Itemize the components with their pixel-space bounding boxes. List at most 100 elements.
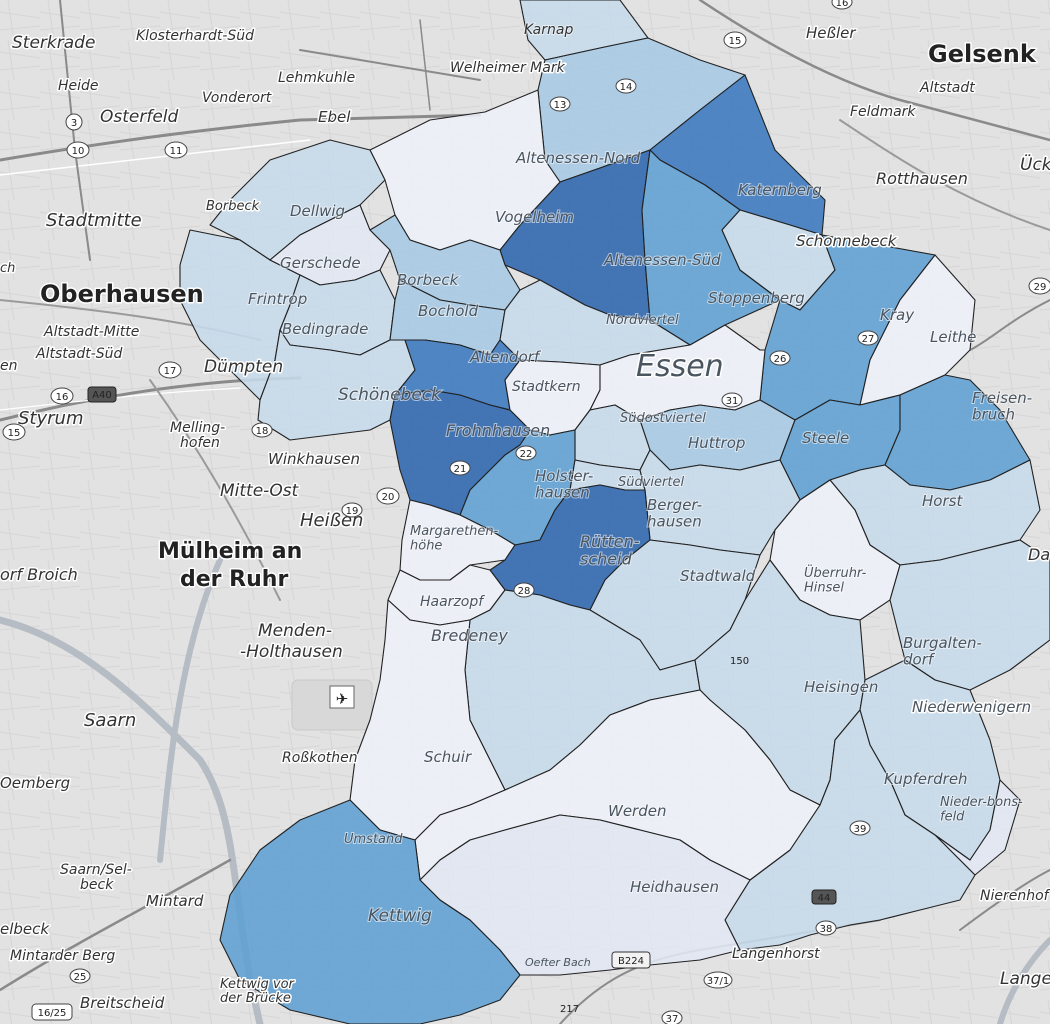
- label-leithe: Leithe: [930, 328, 976, 346]
- svg-text:10: 10: [72, 146, 85, 157]
- label-sterkrade: Sterkrade: [12, 33, 95, 53]
- label-oefter-bach: Oefter Bach: [525, 956, 591, 969]
- label-ueberruhr-line: Hinsel: [804, 580, 844, 595]
- district-burgaltendorf[interactable]: [889, 539, 1050, 691]
- label-mellinghofen-1: Melling-: [170, 420, 225, 436]
- district-bedingrade[interactable]: [279, 269, 396, 356]
- shield-a19: 19: [341, 502, 363, 518]
- shield-a29: 29: [1028, 277, 1050, 295]
- label-freisenbruch-line: Freisen-: [972, 389, 1032, 407]
- label-katernberg: Katernberg: [738, 181, 822, 199]
- label-altstadt-ge: Altstadt: [919, 80, 975, 96]
- label-saarn-selbeck: Saarn/Sel-beck: [60, 862, 132, 893]
- label-heide: Heide: [58, 78, 99, 94]
- shield-a1625: 16/25: [31, 1003, 73, 1021]
- label-mellinghofen-2: hofen: [180, 435, 220, 451]
- label-margarethenhoehe-line: Margarethen-: [410, 524, 499, 539]
- shield-a18: 18: [251, 422, 273, 438]
- label-ch-left: ch: [0, 261, 15, 276]
- label-gelsenkirchen: Gelsenk: [928, 40, 1037, 68]
- label-karnap: Karnap: [524, 22, 573, 38]
- label-saarn-selbeck-2: beck: [80, 877, 114, 893]
- shield-b224: B224: [611, 951, 651, 969]
- svg-text:16: 16: [56, 392, 69, 403]
- label-horst: Horst: [922, 492, 963, 510]
- svg-text:37/1: 37/1: [707, 976, 729, 987]
- shield-a25: 25: [69, 968, 91, 984]
- label-altendorf: Altendorf: [469, 348, 542, 366]
- label-freisenbruch-line: bruch: [972, 406, 1015, 424]
- district-kettwig[interactable]: [219, 799, 521, 1024]
- label-holsterhausen: Holster-hausen: [535, 467, 593, 502]
- label-saarn-selbeck-1: Saarn/Sel-: [60, 862, 132, 878]
- label-gerschede: Gerschede: [280, 254, 361, 272]
- label-kettwig-vor: Kettwig vor der Brücke: [220, 977, 296, 1006]
- svg-text:15: 15: [729, 36, 742, 47]
- label-duempten: Dümpten: [204, 357, 283, 377]
- label-essen: Essen: [636, 349, 724, 384]
- label-oemberg: Oemberg: [0, 774, 70, 792]
- label-da: Da: [1028, 545, 1050, 564]
- svg-text:18: 18: [256, 426, 269, 437]
- label-bergerhausen: Berger-hausen: [647, 496, 702, 531]
- label-welheimer-mark: Welheimer Mark: [450, 60, 566, 76]
- svg-text:14: 14: [620, 82, 633, 93]
- shield-a14: 14: [615, 78, 637, 94]
- shield-a17: 17: [158, 361, 182, 379]
- svg-text:B224: B224: [618, 956, 644, 967]
- airport: ✈: [291, 679, 373, 731]
- label-heisingen: Heisingen: [804, 678, 878, 696]
- district-margarethenhoehe[interactable]: [399, 499, 516, 581]
- label-altstadt-sued: Altstadt-Süd: [35, 346, 123, 362]
- label-stoppenberg: Stoppenberg: [708, 289, 805, 307]
- label-osterfeld: Osterfeld: [100, 107, 179, 127]
- shield-a28: 28: [513, 582, 535, 598]
- label-mintard: Mintard: [146, 892, 204, 910]
- label-stadtkern: Stadtkern: [512, 379, 581, 395]
- airport-icon: ✈: [336, 690, 349, 708]
- shield-a371: 37/1: [703, 971, 733, 989]
- shield-a13: 13: [549, 96, 571, 112]
- label-ruettenscheid-line: Rütten-: [580, 532, 640, 551]
- label-menden-2: -Holthausen: [240, 642, 343, 662]
- svg-text:21: 21: [454, 464, 467, 475]
- label-holsterhausen-line: hausen: [535, 484, 590, 502]
- svg-text:25: 25: [74, 972, 87, 983]
- svg-text:27: 27: [862, 334, 875, 345]
- district-byfang[interactable]: [934, 779, 1021, 876]
- shield-a11: 11: [164, 141, 188, 159]
- label-margarethenhoehe: Margarethen-höhe: [410, 524, 499, 553]
- label-vogelheim: Vogelheim: [495, 208, 574, 226]
- shield-a31: 31: [721, 392, 743, 408]
- label-menden-1: Menden-: [258, 621, 332, 641]
- label-ebel: Ebel: [318, 108, 351, 126]
- label-margarethenhoehe-line: höhe: [410, 538, 442, 553]
- label-muelheim-2: der Ruhr: [180, 567, 288, 592]
- shield-a22: 22: [515, 445, 537, 461]
- label-bedingrade: Bedingrade: [282, 320, 368, 338]
- label-muelheim-1: Mülheim an: [158, 539, 302, 564]
- svg-text:16/25: 16/25: [38, 1008, 67, 1019]
- shield-a39: 39: [849, 820, 871, 836]
- shield-a217: 217: [560, 1004, 579, 1015]
- svg-text:A40: A40: [92, 390, 112, 401]
- shield-a27: 27: [857, 330, 879, 346]
- label-nordviertel: Nordviertel: [606, 313, 679, 328]
- label-bredeney: Bredeney: [431, 626, 508, 645]
- label-saarn: Saarn: [84, 710, 136, 731]
- label-altstadt-mitte: Altstadt-Mitte: [43, 324, 139, 340]
- label-bergerhausen-line: hausen: [647, 513, 702, 531]
- shield-a21: 21: [449, 460, 471, 476]
- shield-a44: 44: [811, 889, 837, 905]
- svg-text:19: 19: [346, 506, 359, 517]
- shield-a15: 15: [723, 31, 747, 49]
- svg-text:11: 11: [170, 146, 183, 157]
- label-borbeck: Borbeck: [397, 271, 460, 289]
- label-werden: Werden: [608, 802, 666, 820]
- label-breitscheid: Breitscheid: [80, 994, 165, 1012]
- label-ruettenscheid-line: scheid: [580, 550, 633, 569]
- label-holsterhausen-line: Holster-: [535, 467, 593, 485]
- label-kettwig-vor-1: Kettwig vor: [220, 977, 296, 992]
